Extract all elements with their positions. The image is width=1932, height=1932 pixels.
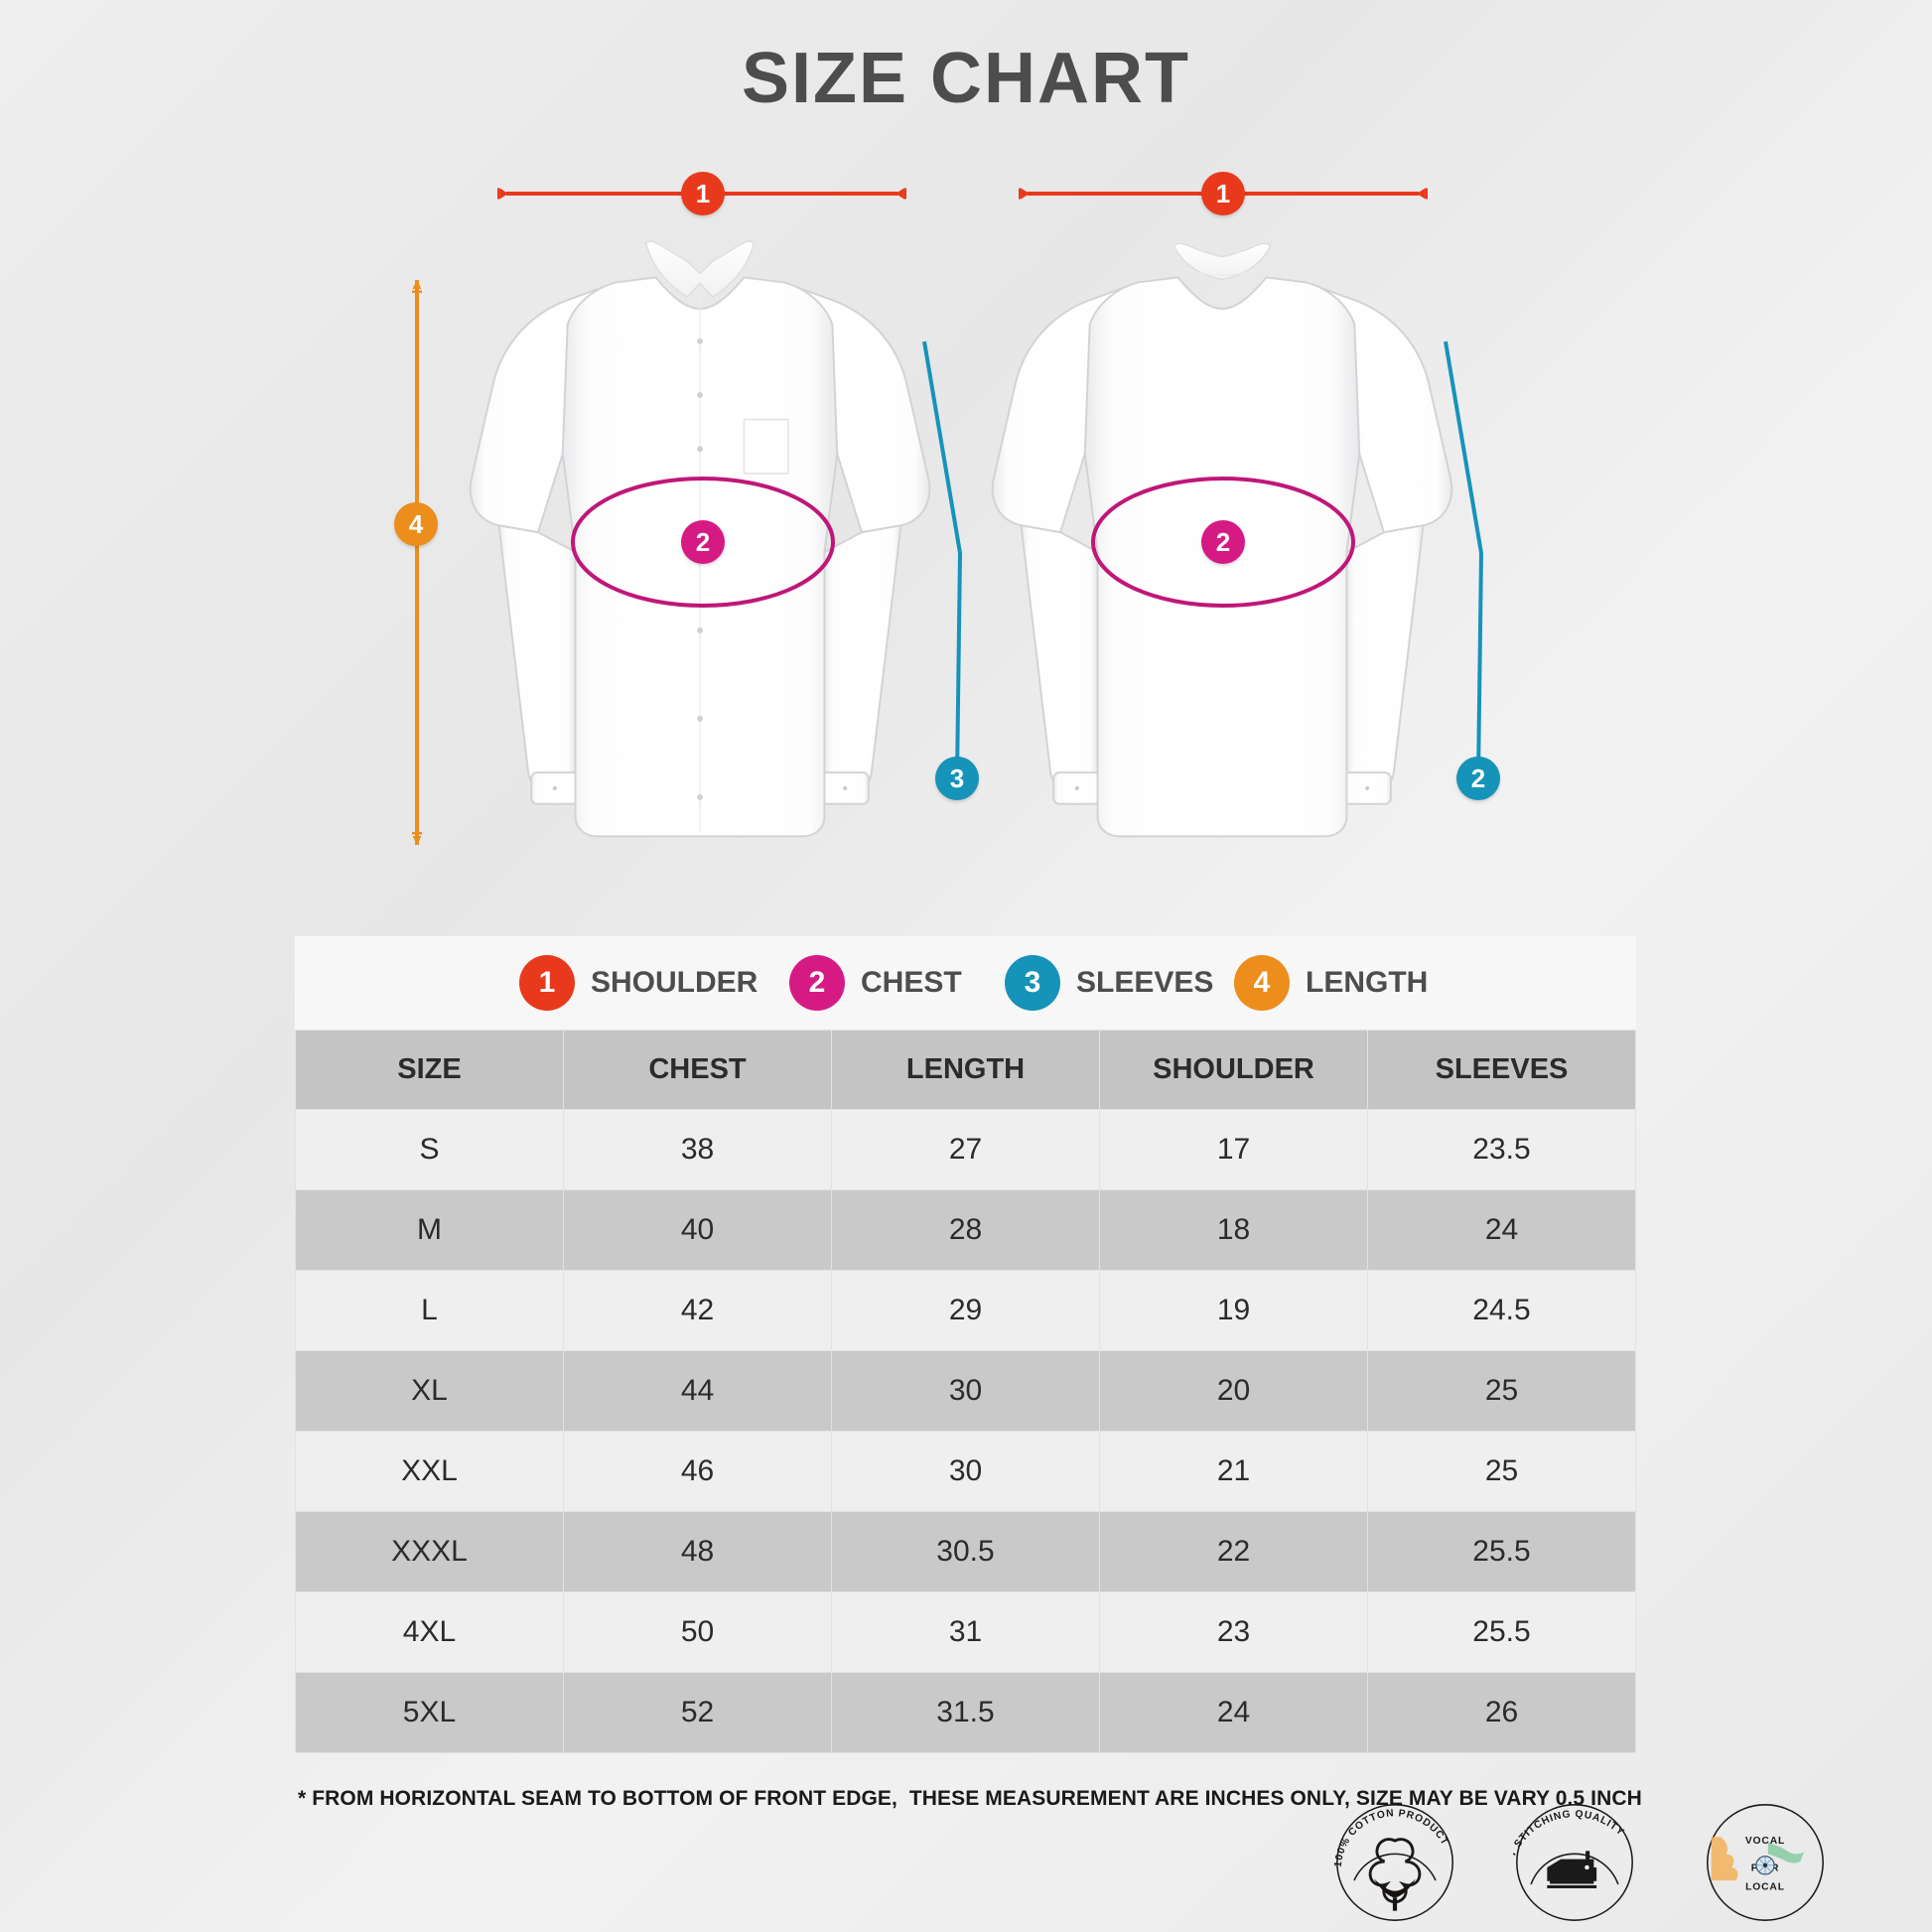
- svg-text:LOCAL: LOCAL: [1745, 1882, 1785, 1893]
- svg-text:100% COTTON PRODUCT: 100% COTTON PRODUCT: [1333, 1808, 1450, 1867]
- svg-text:VOCAL: VOCAL: [1745, 1836, 1785, 1847]
